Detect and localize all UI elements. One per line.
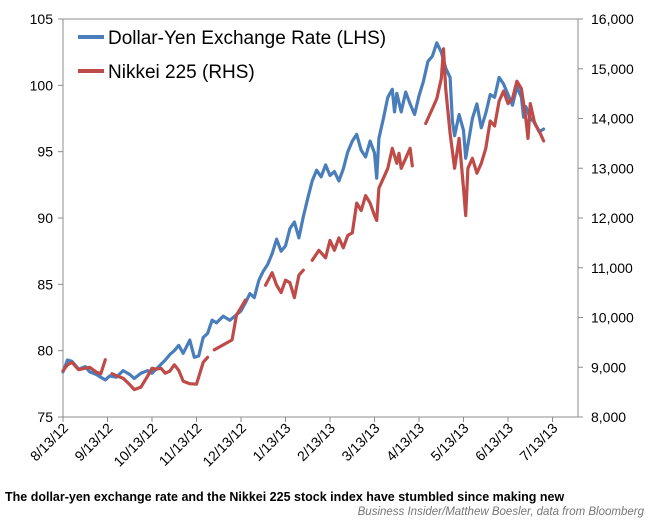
right-axis-tick-label: 12,000 <box>591 210 634 226</box>
left-axis-tick-label: 85 <box>37 276 53 292</box>
nikkei-line <box>424 47 546 218</box>
nikkei-line <box>212 298 247 352</box>
x-axis-tick-label: 8/13/12 <box>27 420 71 464</box>
left-axis-tick-label: 75 <box>37 409 53 425</box>
right-axis-tick-label: 15,000 <box>591 61 634 77</box>
x-axis-tick-label: 11/13/12 <box>155 420 204 469</box>
x-axis-tick-label: 1/13/13 <box>249 420 293 464</box>
left-axis-tick-label: 100 <box>30 77 54 93</box>
left-axis-tick-label: 90 <box>37 210 53 226</box>
nikkei-line <box>310 146 414 262</box>
left-axis-tick-label: 105 <box>30 11 54 27</box>
right-axis-tick-label: 9,000 <box>591 359 626 375</box>
chart-caption: The dollar-yen exchange rate and the Nik… <box>5 490 565 504</box>
x-axis-tick-label: 9/13/12 <box>71 420 115 464</box>
right-axis-tick-label: 8,000 <box>591 409 626 425</box>
right-axis-tick-label: 11,000 <box>591 260 633 276</box>
x-axis-tick-label: 12/13/12 <box>199 420 249 470</box>
nikkei-line <box>263 268 305 300</box>
x-axis-tick-label: 2/13/13 <box>294 420 338 464</box>
chart: 75 80 85 90 95 100 105 8,000 9,000 10,000 11,000 12… <box>27 11 634 470</box>
x-axis-tick-label: 4/13/13 <box>383 420 427 464</box>
chart-credit: Business Insider/Matthew Boesler, data f… <box>357 506 644 518</box>
left-axis-tick-label: 80 <box>37 343 53 359</box>
right-axis-tick-label: 14,000 <box>591 111 634 127</box>
nikkei-line <box>110 355 210 392</box>
x-axis-tick-label: 5/13/13 <box>427 420 471 464</box>
right-axis-tick-label: 13,000 <box>591 160 634 176</box>
usdjpy-line <box>61 41 546 382</box>
right-axis-tick-label: 10,000 <box>591 310 634 326</box>
x-axis-tick-label: 7/13/13 <box>516 420 560 464</box>
nikkei-line <box>61 358 107 376</box>
x-axis-tick-label: 3/13/13 <box>338 420 382 464</box>
x-axis-tick-label: 10/13/12 <box>110 420 160 470</box>
legend-label: Nikkei 225 (RHS) <box>108 62 255 83</box>
left-axis-tick-label: 95 <box>37 144 53 160</box>
right-axis-tick-label: 16,000 <box>591 11 634 27</box>
x-axis-tick-label: 6/13/13 <box>472 420 516 464</box>
chart-frame: 75 80 85 90 95 100 105 8,000 9,000 10,000 11,000 12… <box>27 11 634 470</box>
legend-label: Dollar-Yen Exchange Rate (LHS) <box>108 28 386 49</box>
